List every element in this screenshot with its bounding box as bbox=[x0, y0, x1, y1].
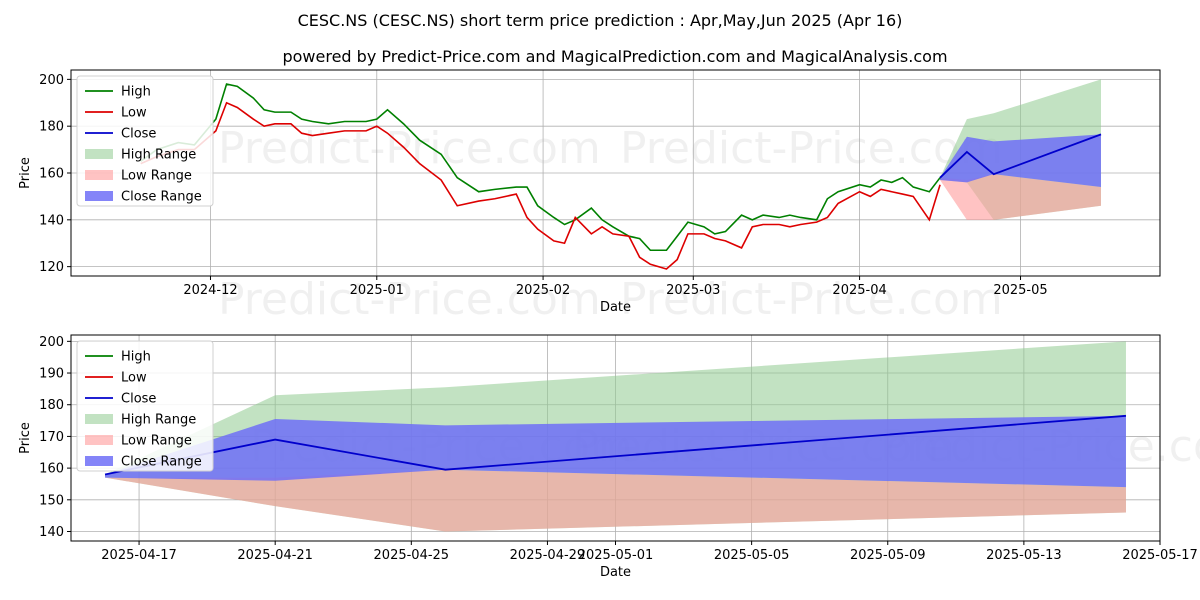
close-series-line bbox=[939, 133, 1102, 179]
close-range-area bbox=[940, 134, 1101, 188]
legend-low-range-patch bbox=[85, 435, 113, 445]
x-tick-label: 2025-05-13 bbox=[986, 548, 1062, 563]
x-tick-label: 2025-03 bbox=[666, 283, 720, 298]
watermark: Predict-Price.com bbox=[620, 274, 1003, 325]
x-tick-label: 2024-12 bbox=[183, 283, 237, 298]
x-tick-label: 2025-05-17 bbox=[1122, 548, 1198, 563]
low-range-area bbox=[940, 174, 1101, 220]
x-axis-label: Date bbox=[600, 300, 631, 315]
y-tick-label: 170 bbox=[39, 430, 64, 445]
top-chart-panel: Predict-Price.com Predict-Price.com Predic… bbox=[18, 69, 1161, 325]
watermark: Predict-Price.com bbox=[218, 123, 601, 174]
legend-low-range-patch bbox=[85, 170, 113, 180]
y-tick-label: 150 bbox=[39, 493, 64, 508]
y-tick-label: 160 bbox=[39, 167, 64, 182]
legend-label: Low Range bbox=[121, 169, 192, 184]
x-tick-label: 2025-04 bbox=[832, 283, 886, 298]
x-tick-label: 2025-02 bbox=[516, 283, 570, 298]
y-tick-label: 180 bbox=[39, 120, 64, 135]
legend-label: High Range bbox=[121, 413, 196, 428]
legend-high-range-patch bbox=[85, 149, 113, 159]
legend-label: Close bbox=[121, 127, 156, 142]
legend-label: Low Range bbox=[121, 434, 192, 449]
legend-label: Low bbox=[121, 371, 147, 386]
legend-close-range-patch bbox=[85, 456, 113, 466]
y-tick-label: 200 bbox=[39, 73, 64, 88]
x-axis-label: Date bbox=[600, 565, 631, 580]
chart-title: CESC.NS (CESC.NS) short term price predi… bbox=[298, 11, 903, 30]
y-tick-label: 140 bbox=[39, 525, 64, 540]
y-tick-label: 160 bbox=[39, 462, 64, 477]
legend-label: High bbox=[121, 350, 151, 365]
x-tick-label: 2025-05-01 bbox=[578, 548, 654, 563]
x-tick-label: 2025-05-09 bbox=[850, 548, 926, 563]
y-tick-label: 180 bbox=[39, 398, 64, 413]
legend: High Low Close High Range Low Range Close Ran… bbox=[76, 75, 214, 207]
x-tick-label: 2025-05 bbox=[993, 283, 1047, 298]
low-range-area bbox=[105, 469, 1126, 532]
legend-high-range-patch bbox=[85, 414, 113, 424]
legend-label: Low bbox=[121, 106, 147, 121]
y-tick-label: 120 bbox=[39, 260, 64, 275]
legend-label: High Range bbox=[121, 148, 196, 163]
legend: High Low Close High Range Low Range Close Ran… bbox=[76, 340, 214, 472]
y-tick-label: 140 bbox=[39, 213, 64, 228]
y-axis-label: Price bbox=[18, 157, 33, 189]
x-tick-label: 2025-04-21 bbox=[237, 548, 313, 563]
legend-close-range-patch bbox=[85, 191, 113, 201]
y-tick-label: 200 bbox=[39, 335, 64, 350]
y-axis-label: Price bbox=[18, 422, 33, 454]
legend-label: Close Range bbox=[121, 190, 202, 205]
watermark: Predict-Price.com bbox=[620, 123, 1003, 174]
chart-subtitle: powered by Predict-Price.com and Magical… bbox=[282, 47, 947, 66]
legend-label: High bbox=[121, 85, 151, 100]
x-tick-label: 2025-04-17 bbox=[101, 548, 177, 563]
y-tick-label: 190 bbox=[39, 367, 64, 382]
x-tick-label: 2025-01 bbox=[350, 283, 404, 298]
close-range-area bbox=[105, 415, 1126, 488]
x-tick-label: 2025-05-05 bbox=[714, 548, 790, 563]
x-tick-label: 2025-04-25 bbox=[374, 548, 450, 563]
legend-label: Close Range bbox=[121, 455, 202, 470]
bottom-chart-panel: Predict-Price.comPredict-Price.comPredic… bbox=[18, 334, 1200, 580]
x-tick-label: 2025-04-29 bbox=[510, 548, 586, 563]
legend-label: Close bbox=[121, 392, 156, 407]
watermark: Predict-Price.com bbox=[218, 274, 601, 325]
